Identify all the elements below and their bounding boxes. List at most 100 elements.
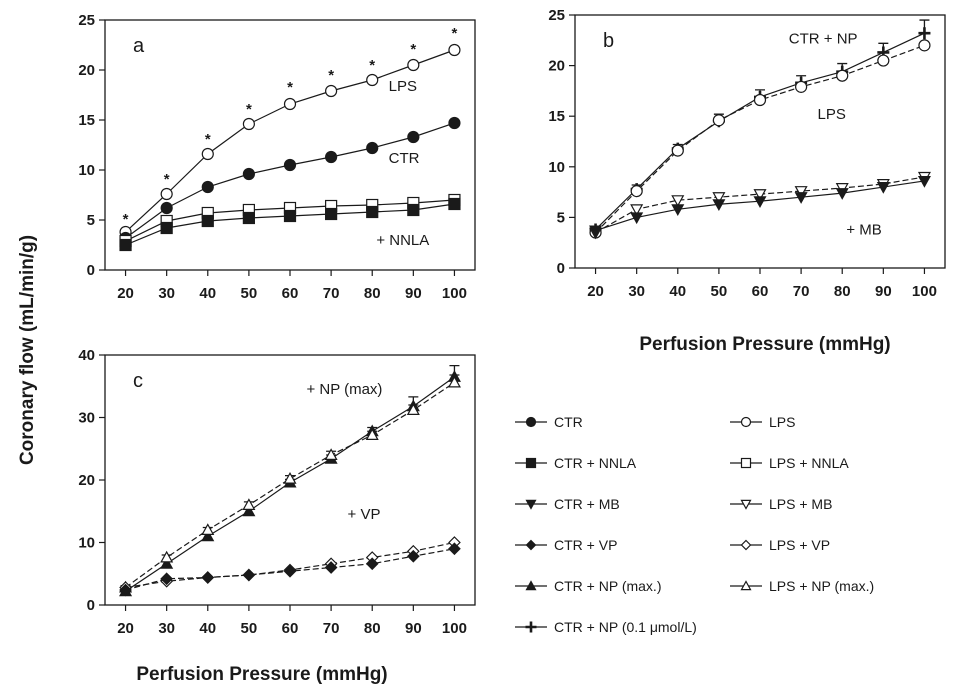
y-tick-label: 0	[87, 262, 95, 279]
panel-letter: c	[133, 370, 143, 392]
data-point	[201, 523, 215, 536]
plot-frame	[574, 14, 946, 269]
y-tick-label: 30	[78, 410, 95, 427]
data-point	[242, 117, 255, 131]
legend-marker	[740, 539, 752, 551]
x-tick-label: 60	[282, 620, 299, 637]
legend-label: LPS	[769, 414, 795, 430]
series-annotation: LPS	[818, 106, 846, 123]
data-point	[242, 498, 256, 510]
x-axis-label-panel-c: Perfusion Pressure (mmHg)	[136, 664, 387, 685]
significance-asterisk: *	[287, 79, 293, 96]
legend-marker	[525, 499, 537, 510]
data-point	[160, 221, 173, 235]
data-point	[712, 199, 726, 211]
y-tick-label: 25	[78, 12, 95, 29]
legend-marker	[525, 539, 537, 551]
significance-asterisk: *	[410, 41, 416, 58]
legend-marker	[740, 416, 752, 428]
significance-asterisk: *	[452, 25, 458, 42]
data-point	[671, 204, 685, 217]
y-tick-label: 40	[78, 347, 95, 364]
legend-marker	[740, 457, 752, 469]
x-tick-label: 40	[199, 620, 216, 637]
legend-item-ctr-vp: CTR + VP	[515, 537, 617, 553]
legend: CTR LPS CTR + NNLA LPS + NNLA CTR + MB LPS + …	[515, 414, 874, 635]
x-tick-label: 30	[158, 285, 175, 302]
data-point	[794, 192, 808, 204]
data-point	[160, 557, 174, 569]
x-tick-label: 50	[241, 620, 258, 637]
data-point	[242, 211, 255, 225]
x-tick-label: 100	[912, 283, 937, 300]
series-ctr-vp	[119, 542, 461, 597]
data-point	[242, 568, 256, 582]
data-point	[835, 188, 849, 200]
legend-marker	[525, 621, 537, 633]
data-point	[242, 504, 256, 517]
y-tick-label: 25	[548, 7, 565, 24]
series-annotation: CTR + NP	[789, 30, 858, 47]
data-point	[366, 141, 379, 155]
series-line	[125, 382, 455, 588]
series-annotation: + VP	[348, 506, 381, 523]
data-point	[366, 205, 379, 219]
y-tick-label: 20	[78, 472, 95, 489]
legend-marker	[740, 499, 752, 510]
panel-letter: a	[133, 35, 145, 57]
significance-asterisk: *	[205, 131, 211, 148]
y-tick-label: 15	[548, 108, 565, 125]
data-point	[325, 84, 338, 98]
series-annotation: LPS	[389, 78, 417, 95]
series-annotation: + NNLA	[376, 232, 429, 249]
legend-label: CTR	[554, 414, 583, 430]
x-tick-label: 90	[875, 283, 892, 300]
legend-label: CTR + NNLA	[554, 455, 637, 471]
data-point	[242, 167, 255, 181]
data-point	[365, 557, 379, 571]
x-axis-label-panel-b: Perfusion Pressure (mmHg)	[639, 334, 890, 355]
legend-item-lps-nnla: LPS + NNLA	[730, 455, 849, 471]
y-tick-label: 20	[548, 58, 565, 75]
y-tick-label: 10	[78, 162, 95, 179]
legend-marker	[525, 580, 537, 591]
data-point	[753, 196, 767, 208]
data-point	[671, 195, 685, 207]
data-point	[407, 58, 420, 72]
data-point	[406, 549, 420, 563]
data-point	[630, 212, 644, 225]
data-point	[407, 203, 420, 217]
series-line	[595, 44, 925, 234]
legend-item-lps: LPS	[730, 414, 795, 430]
x-tick-label: 50	[711, 283, 728, 300]
data-point	[119, 238, 132, 252]
legend-item-ctr-np-max-: CTR + NP (max.)	[515, 578, 661, 594]
series-ctr-nnla	[119, 197, 461, 252]
data-point	[448, 197, 461, 211]
legend-item-lps-vp: LPS + VP	[730, 537, 830, 553]
series-ctr-mb	[589, 175, 931, 238]
data-point	[201, 214, 214, 228]
legend-item-ctr: CTR	[515, 414, 583, 430]
data-point	[630, 204, 644, 217]
legend-label: LPS + NP (max.)	[769, 578, 874, 594]
x-tick-label: 90	[405, 285, 422, 302]
data-point	[201, 180, 214, 194]
y-tick-label: 5	[557, 209, 565, 226]
panel-b: 0 5 10 15 20 25 20 30 40 50 60 70 80 90 100 b CTR + NP LP…	[548, 7, 946, 300]
x-tick-label: 20	[117, 620, 134, 637]
data-point	[160, 187, 173, 201]
data-point	[918, 27, 931, 40]
x-tick-label: 70	[323, 285, 340, 302]
legend-label: LPS + MB	[769, 496, 832, 512]
data-point	[160, 572, 174, 586]
data-point	[325, 207, 338, 221]
significance-asterisk: *	[369, 57, 375, 74]
legend-label: CTR + VP	[554, 537, 617, 553]
x-tick-label: 30	[628, 283, 645, 300]
data-point	[589, 225, 603, 238]
data-point	[447, 375, 461, 388]
y-tick-label: 0	[87, 597, 95, 614]
